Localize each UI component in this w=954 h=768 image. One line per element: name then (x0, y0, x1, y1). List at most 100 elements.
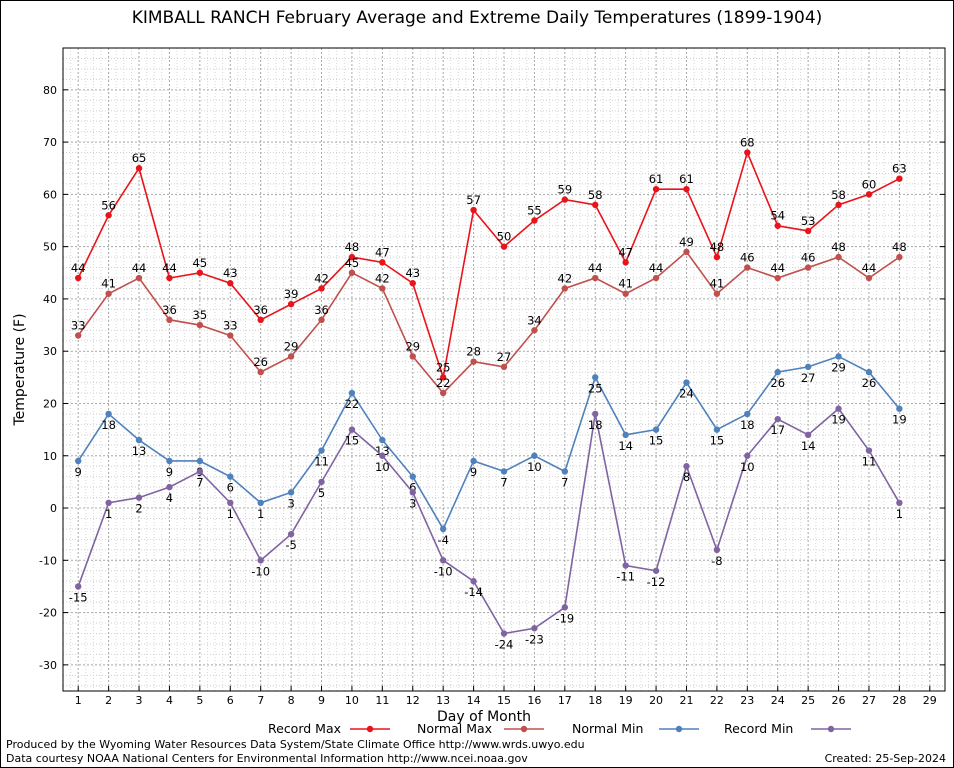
record-max-point (531, 217, 538, 224)
normal-max-point (835, 253, 842, 261)
normal-max-point (75, 332, 82, 339)
record-min-point (531, 625, 538, 632)
record-max-point (804, 227, 812, 235)
record-max-data-label: 59 (558, 183, 573, 197)
normal-min-data-label: 3 (287, 496, 294, 510)
y-tick-label: 60 (43, 188, 57, 201)
record-min-data-label: -15 (69, 590, 88, 604)
normal-max-data-label: 33 (223, 319, 238, 333)
record-max-point (500, 243, 508, 250)
normal-min-line (77, 355, 900, 531)
record-min-point (744, 452, 751, 459)
normal-max-data-label: 48 (831, 240, 846, 254)
normal-max-point (409, 353, 416, 360)
record-min-data-label: 7 (196, 475, 203, 489)
record-max-data-label: 44 (71, 261, 86, 275)
legend-label-record-max: Record Max (268, 721, 341, 736)
normal-min-data-label: 13 (375, 444, 390, 458)
normal-max-point (379, 285, 386, 292)
normal-min-point (896, 405, 903, 412)
normal-max-point (652, 274, 660, 282)
record-max-data-label: 60 (862, 177, 877, 191)
normal-max-data-label: 29 (405, 339, 420, 353)
record-min-point (592, 410, 599, 418)
normal-max-point (470, 358, 477, 365)
record-min-data-label: 11 (862, 455, 877, 469)
record-max-data-label: 54 (770, 209, 785, 223)
normal-min-point (713, 426, 721, 433)
record-min-point (439, 557, 447, 564)
y-tick-label: 20 (43, 397, 57, 410)
x-tick-label: 1 (75, 694, 82, 707)
normal-min-data-label: 7 (561, 475, 568, 489)
normal-min-point (439, 525, 447, 533)
y-tick-label: -10 (39, 554, 57, 567)
record-max-point (287, 300, 295, 308)
y-tick-label: -20 (39, 607, 57, 620)
normal-max-point (500, 363, 508, 371)
x-tick-label: 19 (619, 694, 633, 707)
normal-min-point (774, 368, 781, 376)
record-max-point (166, 274, 173, 282)
normal-min-point (105, 410, 112, 418)
x-tick-label: 17 (558, 694, 572, 707)
normal-max-point (804, 264, 812, 271)
record-min-point (287, 530, 295, 538)
y-tick-label: 40 (43, 293, 57, 306)
normal-min-point (75, 457, 82, 465)
record-max-point (75, 274, 82, 282)
record-min-data-label: 18 (588, 418, 603, 432)
normal-min-point (804, 363, 812, 371)
x-tick-label: 14 (467, 694, 481, 707)
record-max-data-label: 56 (101, 198, 116, 212)
x-tick-label: 23 (740, 694, 754, 707)
record-min-data-label: 17 (770, 423, 785, 437)
record-min-point (318, 478, 325, 486)
x-tick-label: 9 (318, 694, 325, 707)
record-max-line (77, 150, 900, 378)
x-tick-label: 18 (588, 694, 602, 707)
normal-min-point (196, 457, 204, 465)
normal-min-point (835, 353, 842, 360)
normal-max-point (865, 274, 873, 282)
record-min-data-label: -10 (251, 564, 270, 578)
x-tick-label: 20 (649, 694, 663, 707)
record-max-data-label: 43 (405, 266, 420, 280)
y-tick-label: -30 (39, 659, 57, 672)
normal-min-data-label: 15 (649, 434, 664, 448)
normal-max-data-label: 22 (436, 376, 451, 390)
normal-max-point (744, 264, 751, 271)
normal-max-data-label: 44 (649, 261, 664, 275)
normal-max-point (105, 290, 112, 297)
record-max-point (622, 259, 629, 266)
normal-max-data-label: 46 (740, 251, 755, 265)
normal-min-data-label: 7 (500, 475, 507, 489)
record-min-data-label: -12 (647, 575, 666, 589)
normal-max-data-label: 42 (375, 271, 390, 285)
normal-max-data-label: 46 (801, 251, 816, 265)
credit-line-2: Data courtesy NOAA National Centers for … (6, 752, 528, 765)
normal-max-data-label: 29 (284, 339, 299, 353)
record-max-data-label: 53 (801, 214, 816, 228)
record-max-point (592, 201, 599, 209)
normal-min-point (622, 431, 629, 439)
normal-max-point (561, 285, 569, 292)
normal-min-data-label: 25 (588, 381, 603, 395)
normal-max-data-label: 48 (892, 240, 907, 254)
record-min-data-label: -11 (616, 570, 635, 584)
normal-max-data-label: 44 (132, 261, 147, 275)
chart-title: KIMBALL RANCH February Average and Extre… (131, 8, 823, 28)
record-max-point (409, 280, 416, 287)
legend-label-normal-max: Normal Max (417, 721, 492, 736)
record-min-point (804, 431, 812, 439)
legend-marker-record-min (827, 725, 835, 733)
record-max-data-label: 47 (375, 245, 390, 259)
record-max-point (470, 206, 477, 214)
normal-max-point (348, 269, 356, 276)
x-tick-label: 7 (257, 694, 264, 707)
record-min-point (135, 494, 143, 501)
record-min-point (379, 452, 386, 459)
normal-max-data-label: 44 (770, 261, 785, 275)
normal-max-point (713, 290, 721, 297)
